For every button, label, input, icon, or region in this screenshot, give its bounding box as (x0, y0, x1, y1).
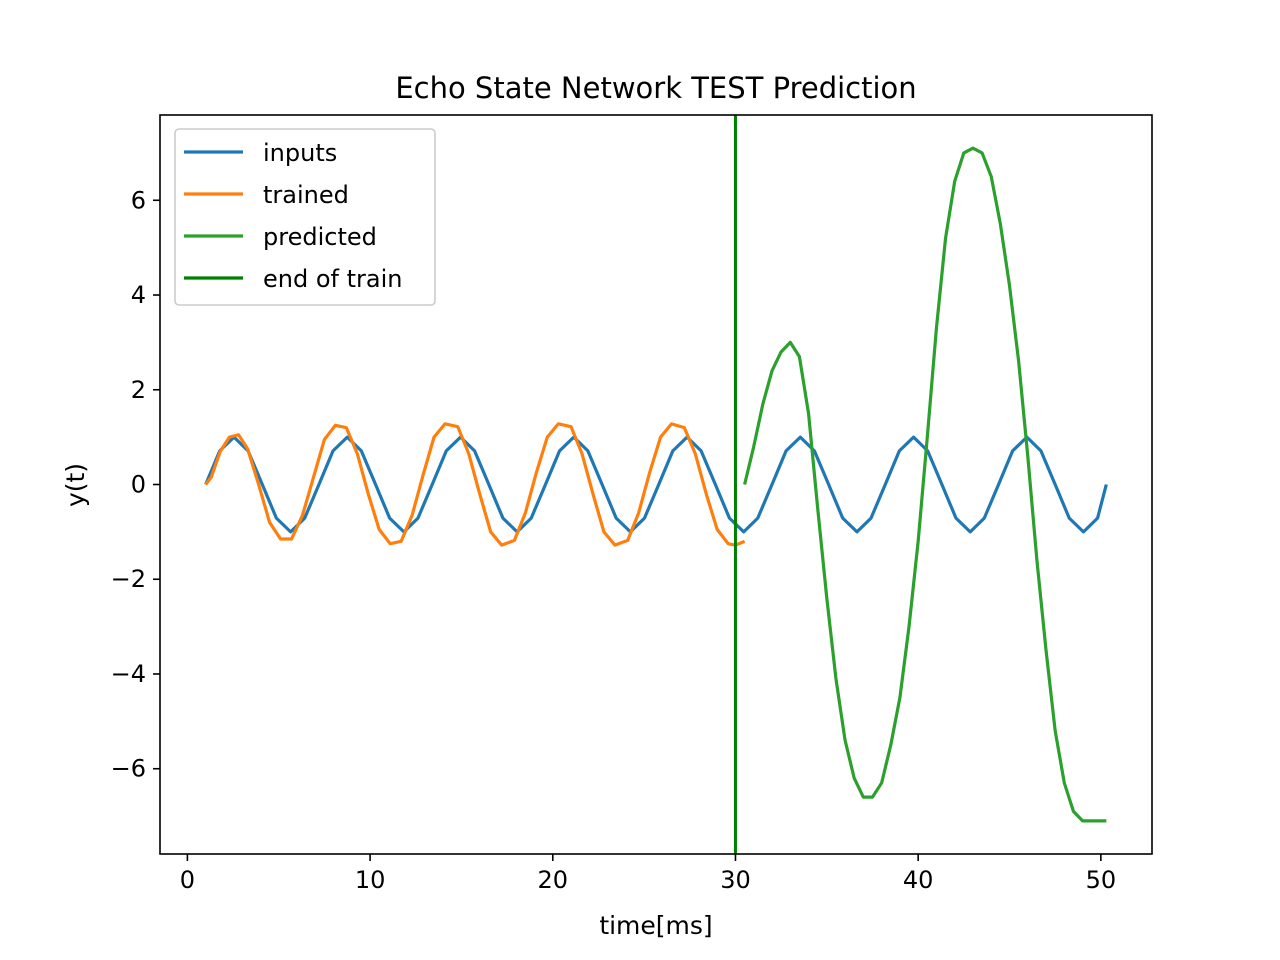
series-line-inputs (204, 435, 1108, 534)
x-tick-label: 10 (355, 866, 386, 894)
y-tick-label: 2 (131, 376, 146, 404)
x-tick-label: 30 (720, 866, 751, 894)
y-tick-label: −4 (111, 660, 146, 688)
y-tick-label: 4 (131, 281, 146, 309)
y-tick-label: −2 (111, 565, 146, 593)
series-line-trained (204, 422, 746, 547)
x-tick-label: 50 (1086, 866, 1117, 894)
legend-box (174, 128, 436, 306)
y-tick-label: 0 (131, 471, 146, 499)
series-lines (204, 115, 1108, 854)
x-tick-label: 0 (180, 866, 195, 894)
legend-label-trained: trained (263, 181, 349, 209)
y-axis: −6 −4 −2 0 2 4 6 (111, 186, 160, 783)
x-tick-label: 40 (903, 866, 934, 894)
legend-label-inputs: inputs (263, 139, 337, 167)
x-axis-label: time[ms] (599, 911, 712, 940)
series-line-predicted (743, 146, 1107, 823)
legend-label-end-of-train: end of train (263, 265, 402, 293)
y-axis-label: y(t) (61, 463, 90, 507)
y-tick-label: 6 (131, 186, 146, 214)
chart-title: Echo State Network TEST Prediction (395, 71, 916, 105)
x-tick-label: 20 (538, 866, 569, 894)
x-axis: 0 10 20 30 40 50 (180, 854, 1116, 894)
legend: inputs trained predicted end of train (174, 128, 436, 306)
y-tick-label: −6 (111, 755, 146, 783)
legend-label-predicted: predicted (263, 223, 377, 251)
